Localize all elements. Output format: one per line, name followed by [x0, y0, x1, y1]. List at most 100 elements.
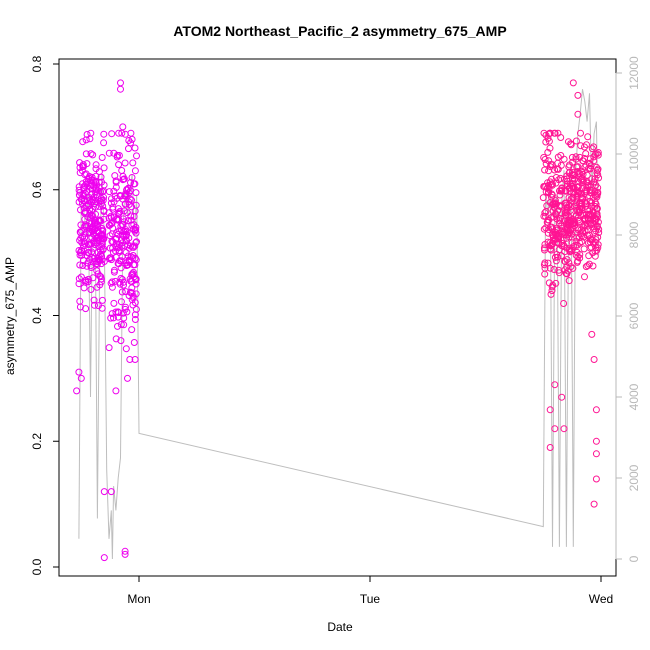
scatter-point	[80, 284, 88, 292]
scatter-point	[594, 184, 602, 192]
scatter-point	[584, 182, 592, 189]
scatter-point	[88, 233, 96, 241]
scatter-point	[572, 241, 580, 249]
scatter-point	[544, 148, 552, 156]
scatter-point	[567, 263, 575, 271]
scatter-point	[75, 275, 83, 283]
x-axis-label: Date	[327, 620, 353, 634]
scatter-point	[99, 296, 106, 304]
scatter-point	[117, 85, 124, 93]
scatter-point	[118, 288, 126, 296]
scatter-point	[132, 305, 140, 313]
bottom-axis: Mon Tue Wed	[127, 575, 613, 606]
scatter-point	[566, 245, 574, 253]
scatter-point	[115, 247, 123, 255]
scatter-point	[121, 130, 129, 138]
scatter-point	[569, 215, 576, 223]
scatter-point	[568, 153, 576, 161]
scatter-point	[562, 211, 570, 219]
plot-frame	[58, 58, 617, 577]
line-series	[78, 89, 600, 560]
scatter-point	[100, 488, 108, 496]
scatter-point	[100, 130, 108, 138]
scatter-point	[586, 219, 594, 227]
scatter-point	[565, 194, 573, 202]
scatter-point	[107, 488, 115, 496]
scatter-point	[574, 110, 582, 118]
scatter-point	[577, 230, 585, 238]
scatter-point	[554, 226, 562, 234]
scatter-point	[114, 322, 121, 330]
scatter-point	[75, 280, 83, 288]
scatter-point	[546, 444, 554, 451]
scatter-point	[107, 279, 115, 287]
scatter-point	[96, 217, 104, 224]
scatter-point	[580, 245, 588, 253]
scatter-point	[75, 191, 83, 199]
scatter-point	[108, 278, 116, 286]
scatter-point	[80, 184, 88, 192]
scatter-point	[89, 274, 97, 282]
scatter-point	[563, 207, 571, 215]
scatter-point	[551, 166, 559, 174]
scatter-point	[100, 139, 108, 147]
scatter-point	[125, 145, 132, 153]
scatter-point	[592, 450, 600, 458]
scatter-point	[98, 238, 106, 246]
scatter-point	[595, 229, 603, 237]
scatter-point	[117, 298, 125, 306]
scatter-point	[554, 165, 562, 173]
scatter-point	[120, 321, 128, 329]
scatter-point	[583, 141, 590, 149]
scatter-point	[111, 172, 119, 180]
scatter-point	[551, 200, 559, 208]
series-line-right-axis	[78, 89, 600, 560]
scatter-point	[91, 241, 99, 249]
scatter-point	[566, 248, 574, 256]
right-tick-label: 2000	[627, 464, 641, 491]
scatter-point	[92, 161, 100, 169]
scatter-point	[565, 163, 573, 171]
scatter-point	[581, 143, 588, 151]
scatter-point	[569, 79, 577, 87]
scatter-point	[108, 130, 116, 138]
scatter-point	[73, 387, 81, 395]
scatter-point	[129, 159, 137, 167]
scatter-point	[590, 220, 598, 228]
right-tick-label: 6000	[627, 302, 641, 329]
scatter-point	[568, 180, 576, 187]
scatter-point	[130, 213, 138, 220]
scatter-point	[562, 208, 570, 216]
scatter-point	[79, 242, 87, 250]
scatter-point	[113, 235, 120, 243]
scatter-point	[554, 253, 562, 261]
scatter-point	[552, 257, 560, 265]
scatter-point	[110, 299, 118, 307]
scatter-point	[584, 262, 592, 270]
scatter-point	[580, 211, 588, 219]
scatter-point	[554, 129, 562, 137]
scatter-point	[77, 374, 85, 382]
right-tick-label: 4000	[627, 383, 641, 410]
scatter-point	[540, 244, 548, 252]
scatter-point	[87, 150, 95, 158]
scatter-point	[560, 155, 568, 163]
left-tick-label: 0.6	[30, 181, 44, 198]
scatter-point	[543, 202, 551, 210]
scatter-point	[571, 171, 579, 179]
scatter-point	[592, 475, 600, 483]
scatter-point	[98, 178, 105, 186]
scatter-point	[130, 273, 138, 281]
scatter-point	[595, 225, 603, 233]
scatter-point	[124, 185, 132, 193]
scatter-point	[581, 215, 589, 223]
scatter-point	[122, 345, 130, 353]
scatter-point	[88, 191, 96, 198]
scatter-point	[76, 297, 84, 305]
scatter-point	[92, 203, 99, 211]
scatter-point	[556, 187, 563, 195]
scatter-point	[569, 264, 577, 272]
scatter-point	[129, 301, 137, 309]
scatter-point	[549, 207, 557, 215]
scatter-point	[562, 199, 570, 207]
